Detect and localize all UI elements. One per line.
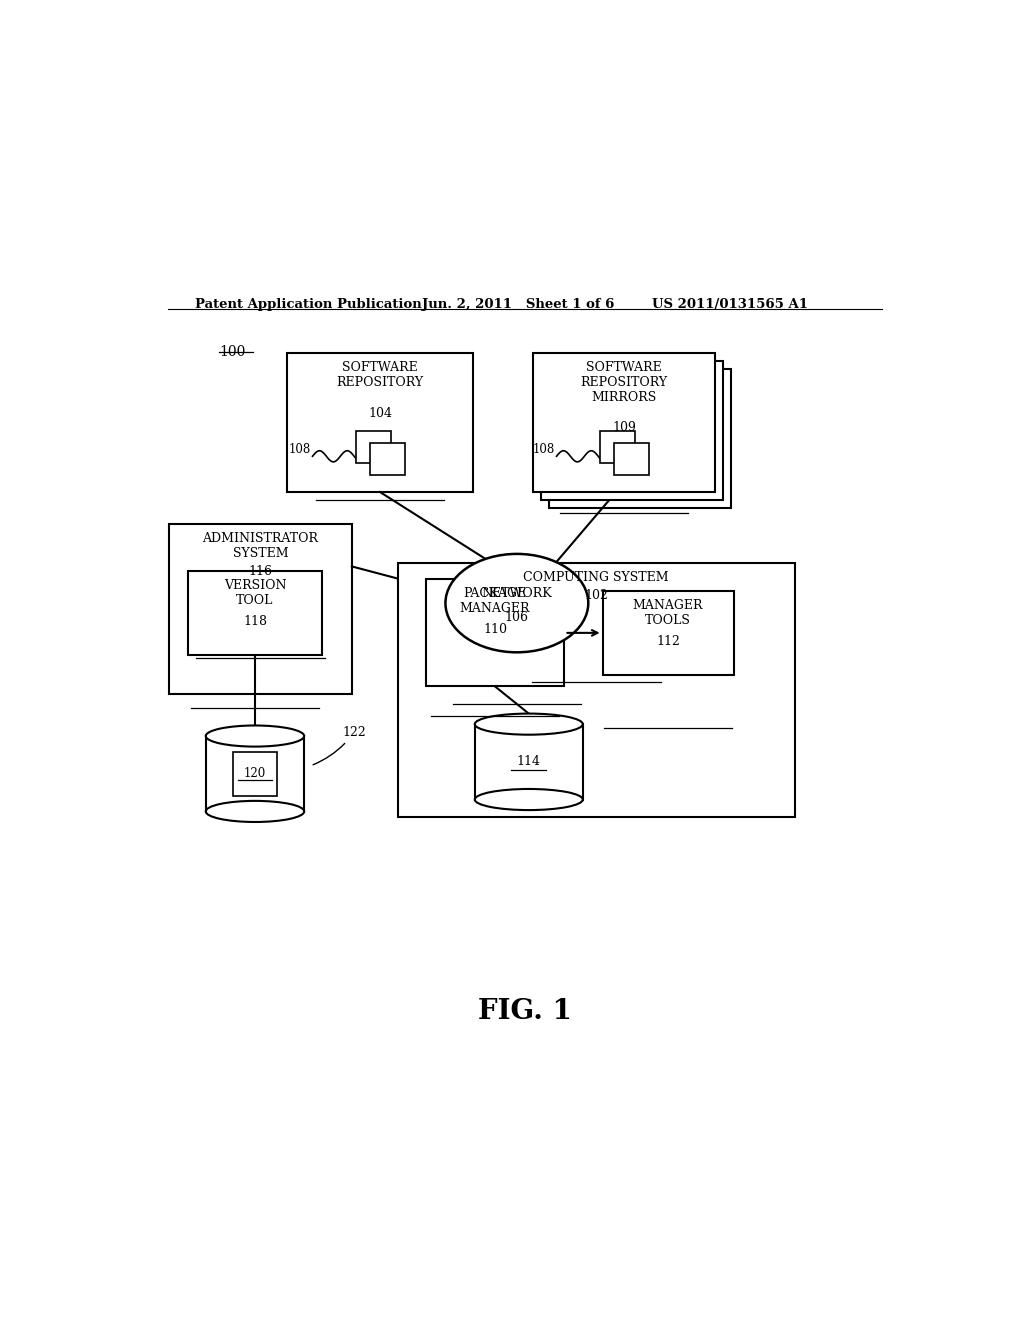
Text: SOFTWARE
REPOSITORY: SOFTWARE REPOSITORY [337, 362, 424, 389]
Ellipse shape [445, 554, 588, 652]
Ellipse shape [475, 789, 583, 810]
Bar [169, 524, 352, 694]
Bar [287, 354, 473, 492]
Text: SOFTWARE
REPOSITORY
MIRRORS: SOFTWARE REPOSITORY MIRRORS [581, 362, 668, 404]
Text: NETWORK: NETWORK [481, 587, 552, 601]
Text: 120: 120 [244, 767, 266, 780]
Text: COMPUTING SYSTEM: COMPUTING SYSTEM [523, 572, 669, 585]
Text: 102: 102 [585, 589, 608, 602]
Bar [600, 430, 635, 462]
Text: VERSION
TOOL: VERSION TOOL [223, 579, 287, 607]
Bar [233, 752, 276, 796]
Text: 112: 112 [656, 635, 680, 648]
Text: 108: 108 [532, 444, 555, 457]
Text: 108: 108 [289, 444, 311, 457]
Text: 116: 116 [249, 565, 272, 578]
Ellipse shape [206, 726, 304, 747]
Text: 110: 110 [483, 623, 507, 636]
Text: PACKAGE
MANAGER: PACKAGE MANAGER [460, 587, 530, 615]
Bar [475, 725, 583, 800]
Bar [541, 362, 723, 500]
Bar [187, 572, 323, 655]
Ellipse shape [475, 714, 583, 735]
Bar [532, 354, 716, 492]
Bar [426, 579, 564, 686]
Text: Patent Application Publication: Patent Application Publication [196, 297, 422, 310]
Text: US 2011/0131565 A1: US 2011/0131565 A1 [652, 297, 808, 310]
Bar [614, 442, 649, 475]
Bar [602, 591, 733, 675]
Bar [206, 737, 304, 812]
Text: MANAGER
TOOLS: MANAGER TOOLS [633, 599, 703, 627]
Bar [371, 442, 406, 475]
Text: 122: 122 [313, 726, 366, 764]
Text: FIG. 1: FIG. 1 [478, 998, 571, 1026]
Text: 114: 114 [517, 755, 541, 768]
Text: 109: 109 [612, 421, 636, 433]
Bar [397, 564, 795, 817]
Ellipse shape [206, 801, 304, 822]
Text: 118: 118 [243, 615, 267, 628]
Text: 106: 106 [505, 611, 528, 624]
Text: ADMINISTRATOR
SYSTEM: ADMINISTRATOR SYSTEM [203, 532, 318, 560]
Bar [356, 430, 391, 462]
Bar [549, 370, 731, 508]
Text: 100: 100 [219, 346, 246, 359]
Text: 104: 104 [368, 407, 392, 420]
Text: Jun. 2, 2011   Sheet 1 of 6: Jun. 2, 2011 Sheet 1 of 6 [422, 297, 614, 310]
